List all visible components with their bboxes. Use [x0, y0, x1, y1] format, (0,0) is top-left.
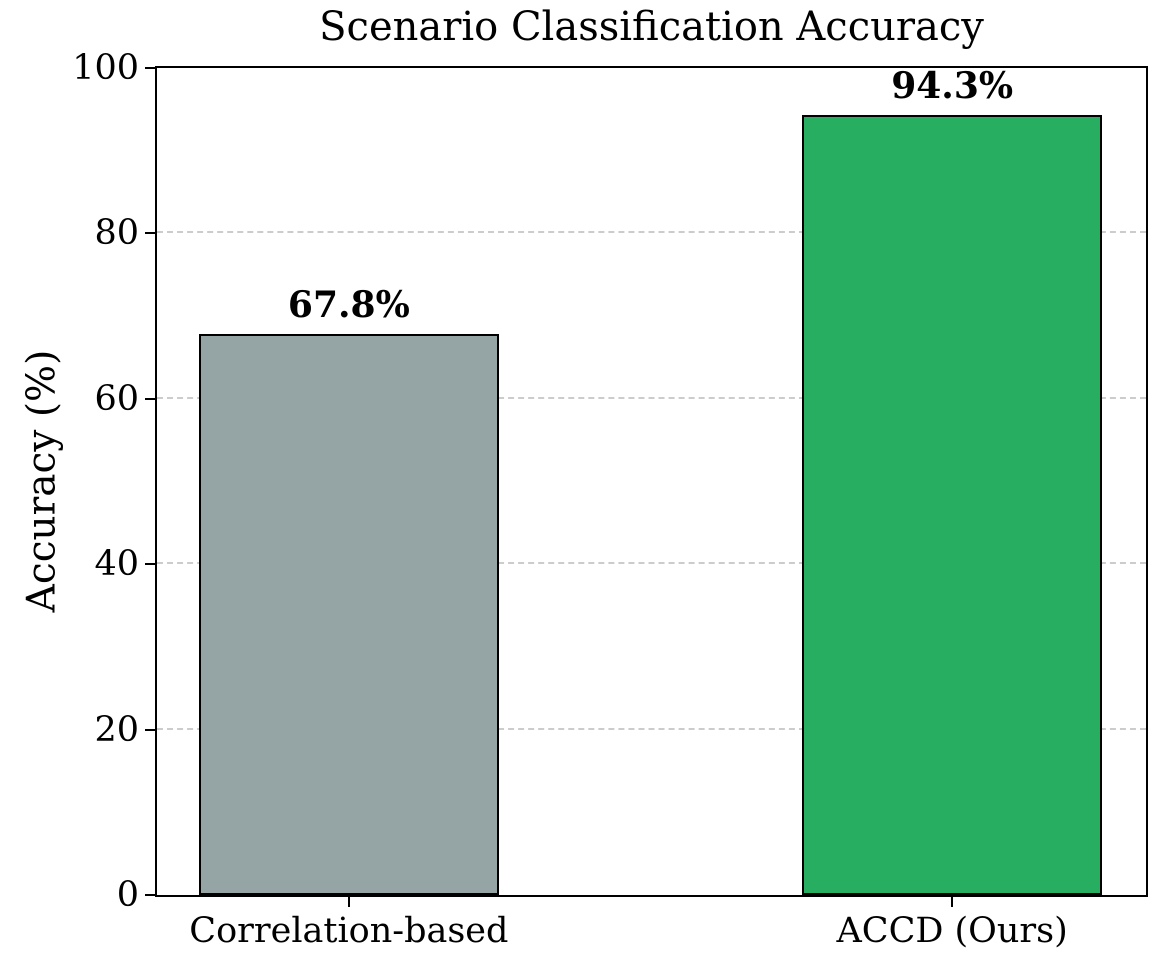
- y-tick-mark: [145, 232, 155, 235]
- bar: [199, 334, 499, 895]
- y-tick-mark: [145, 67, 155, 69]
- x-category-label: Correlation-based: [189, 911, 509, 951]
- gridline: [157, 231, 1146, 234]
- y-tick-mark: [145, 563, 155, 566]
- y-tick-label: 20: [94, 709, 139, 750]
- y-tick-mark: [145, 397, 155, 400]
- gridline: [157, 727, 1146, 730]
- y-tick-mark: [145, 728, 155, 731]
- plot-area: 0 20 40 60 80 100 67.8% Correlation-based 94.3% A…: [72, 48, 1148, 951]
- y-tick-label: 40: [94, 544, 139, 585]
- bar-value-label: 94.3%: [891, 65, 1014, 108]
- chart-title: Scenario Classification Accuracy: [319, 4, 984, 50]
- bar-value-label: 67.8%: [287, 284, 410, 327]
- bar: [802, 115, 1102, 895]
- gridline: [157, 396, 1146, 399]
- gridline: [157, 562, 1146, 565]
- y-tick-label: 60: [94, 378, 139, 419]
- x-category-label: ACCD (Ours): [836, 911, 1068, 951]
- y-axis-title: Accuracy (%): [19, 349, 65, 613]
- y-tick-label: 100: [72, 48, 139, 88]
- x-tick-mark: [347, 897, 350, 907]
- y-tick-mark: [145, 894, 155, 896]
- x-tick-mark: [951, 897, 954, 907]
- y-tick-label: 80: [94, 213, 139, 254]
- y-tick-label: 0: [116, 875, 139, 915]
